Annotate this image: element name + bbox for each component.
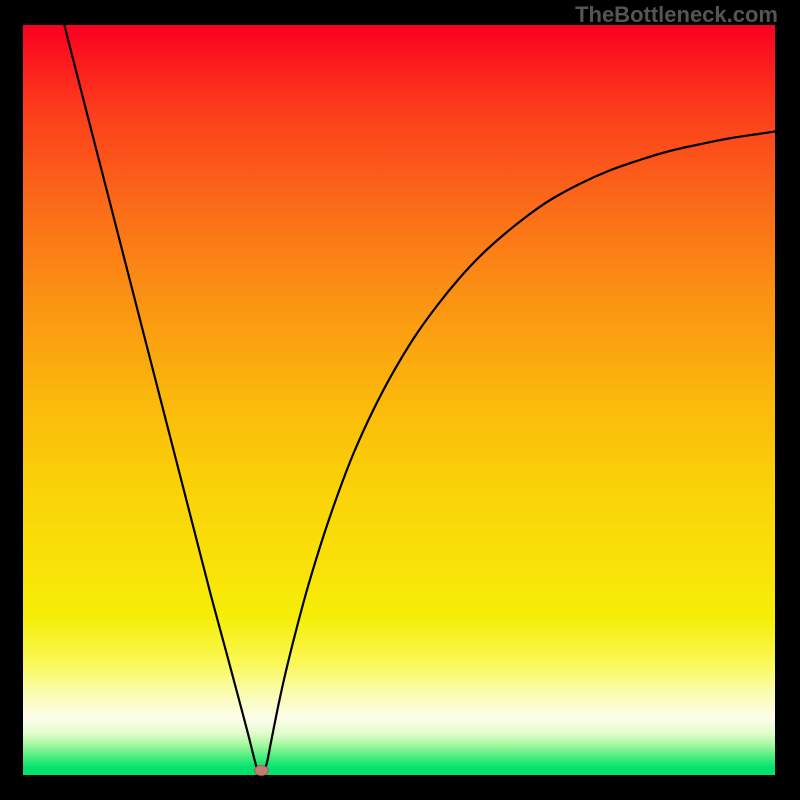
- bottleneck-chart: [0, 0, 800, 800]
- watermark-text: TheBottleneck.com: [575, 2, 778, 28]
- outer-frame: TheBottleneck.com: [0, 0, 800, 800]
- plot-background: [23, 25, 775, 775]
- minimum-marker: [254, 766, 268, 776]
